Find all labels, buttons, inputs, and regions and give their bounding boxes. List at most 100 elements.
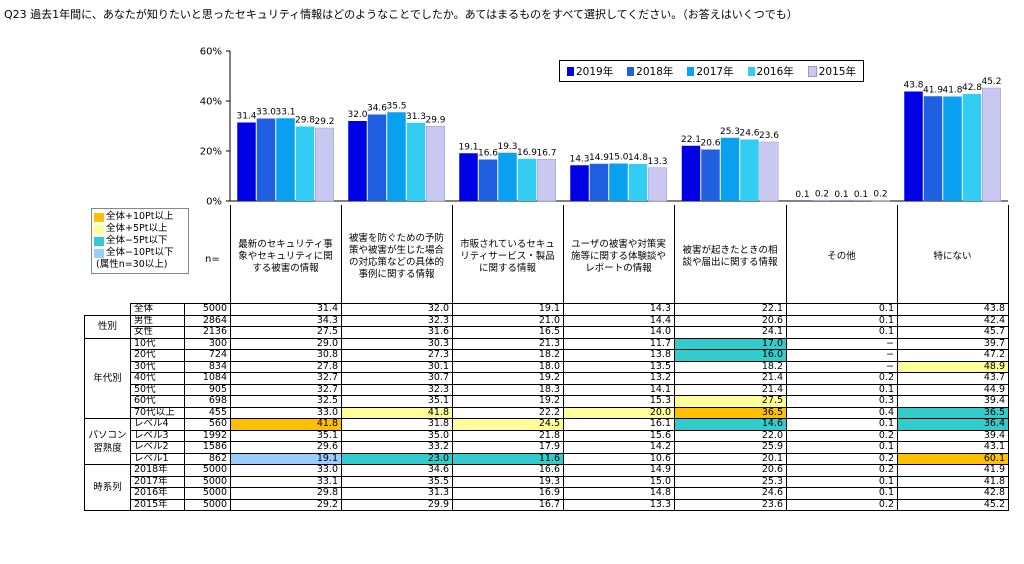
row-label: 70代以上: [130, 406, 185, 419]
table-cell: 27.8: [230, 360, 342, 373]
table-cell: 0.2: [786, 452, 898, 465]
row-n: 2136: [184, 326, 231, 339]
table-cell: 15.6: [563, 429, 675, 442]
table-cell: −: [786, 360, 898, 373]
header-divider: [897, 205, 898, 303]
table-cell: 0.1: [786, 383, 898, 396]
table-cell: 30.8: [230, 349, 342, 362]
legend-swatch: [807, 65, 817, 77]
highlight-swatch: [94, 248, 104, 258]
table-cell: 0.1: [786, 487, 898, 500]
bar: [943, 96, 962, 201]
bar: [426, 126, 445, 202]
table-cell: 39.7: [897, 337, 1009, 350]
table-cell: 22.1: [674, 303, 787, 316]
table-cell: 22.0: [674, 429, 787, 442]
table-row: 2017年 5000 33.1 35.5 19.3 15.0 25.3 0.1 41.8: [85, 475, 1009, 488]
table-cell: 13.5: [563, 360, 675, 373]
table-cell: 27.5: [230, 326, 342, 339]
row-n: 5000: [184, 487, 231, 500]
category-header: ユーザの被害や対策実施等に関する体験談やレポートの情報: [570, 239, 666, 274]
table-cell: 0.1: [786, 418, 898, 431]
header-divider: [341, 205, 342, 303]
y-tick-label: 20%: [200, 147, 222, 158]
table-cell: 32.7: [230, 372, 342, 385]
data-label: 15.0: [608, 153, 628, 163]
chart-legend: 2019年 2018年 2017年 2016年 2015年: [559, 60, 864, 82]
bar: [812, 200, 832, 201]
row-label: 2016年: [130, 487, 185, 500]
table-cell: 33.1: [230, 475, 342, 488]
table-cell: 41.9: [897, 464, 1009, 477]
data-label: 25.3: [720, 127, 740, 137]
data-label: 0.2: [815, 190, 829, 200]
table-cell: 20.1: [674, 452, 787, 465]
table-row: 70代以上 455 33.0 41.8 22.2 20.0 36.5 0.4 36.5: [85, 406, 1009, 419]
data-label: 29.2: [314, 117, 334, 127]
row-label: レベル4: [130, 418, 185, 431]
row-label: 2018年: [130, 464, 185, 477]
highlight-label: (属性n=30以上): [96, 259, 168, 270]
table-cell: 45.2: [897, 498, 1009, 511]
table-cell: 36.5: [674, 406, 787, 419]
table-cell: 0.2: [786, 372, 898, 385]
table-cell: 0.1: [786, 441, 898, 454]
row-label: 2015年: [130, 498, 185, 511]
row-n: 5000: [184, 475, 231, 488]
row-label: 30代: [130, 360, 185, 373]
row-n: 5000: [184, 303, 231, 316]
table-cell: 16.1: [563, 418, 675, 431]
highlight-legend-item: 全体−5Pt以下: [94, 235, 186, 247]
bar: [982, 87, 1001, 202]
data-label: 16.7: [536, 148, 556, 158]
legend-swatch: [627, 66, 635, 76]
table-cell: 35.1: [341, 395, 453, 408]
data-label: 13.3: [647, 157, 667, 167]
highlight-label: 全体+5Pt以上: [106, 223, 168, 234]
row-label: 2017年: [130, 475, 185, 488]
table-cell: 32.5: [230, 395, 342, 408]
bar: [498, 152, 517, 201]
table-cell: 33.0: [230, 406, 342, 419]
table-cell: 13.2: [563, 372, 675, 385]
data-label: 16.9: [517, 148, 537, 158]
bar: [517, 158, 537, 201]
data-label: 33.1: [275, 107, 295, 117]
table-cell: 36.5: [897, 406, 1009, 419]
highlight-swatch: [94, 212, 104, 222]
table-cell: 19.1: [452, 303, 564, 316]
data-label: 14.8: [628, 153, 648, 163]
table-cell: 14.3: [563, 303, 675, 316]
table-cell: 24.5: [452, 418, 564, 431]
row-n: 834: [184, 360, 231, 373]
header-divider: [674, 205, 675, 303]
legend-swatch: [566, 66, 574, 76]
row-n: 5000: [184, 464, 231, 477]
data-label: 31.3: [406, 112, 426, 122]
row-n: 724: [184, 349, 231, 362]
bar: [904, 91, 923, 201]
table-cell: 23.6: [674, 498, 787, 511]
table-cell: 45.7: [897, 326, 1009, 339]
crosstab-table: 全体 5000 31.4 32.0 19.1 14.3 22.1 0.1 43.8 性別 男性 286…: [84, 303, 1009, 511]
table-cell: 32.3: [341, 383, 453, 396]
table-cell: −: [786, 349, 898, 362]
table-cell: 27.3: [341, 349, 453, 362]
data-label: 0.1: [795, 190, 809, 200]
data-label: 0.1: [834, 190, 848, 200]
table-cell: 0.2: [786, 498, 898, 511]
table-cell: 34.3: [230, 314, 342, 327]
bar: [962, 94, 982, 201]
bar: [459, 153, 478, 201]
table-cell: 33.2: [341, 441, 453, 454]
highlight-legend: 全体+10Pt以上 全体+5Pt以上 全体−5Pt以下 全体−10Pt以下 (属性n=3…: [91, 208, 189, 274]
question-text: Q23 過去1年間に、あなたが知りたいと思ったセキュリティ情報はどのようなことで…: [4, 8, 798, 21]
highlight-legend-item: (属性n=30以上): [94, 259, 186, 271]
table-cell: 60.1: [897, 452, 1009, 465]
bar: [871, 200, 890, 202]
data-label: 33.0: [256, 108, 276, 118]
category-header: 被害を防ぐための予防策や被害が生じた場合の対応策などの具体的事例に関する情報: [348, 233, 444, 280]
data-label: 45.2: [981, 77, 1001, 87]
data-label: 16.6: [478, 149, 498, 159]
bar: [923, 96, 943, 201]
